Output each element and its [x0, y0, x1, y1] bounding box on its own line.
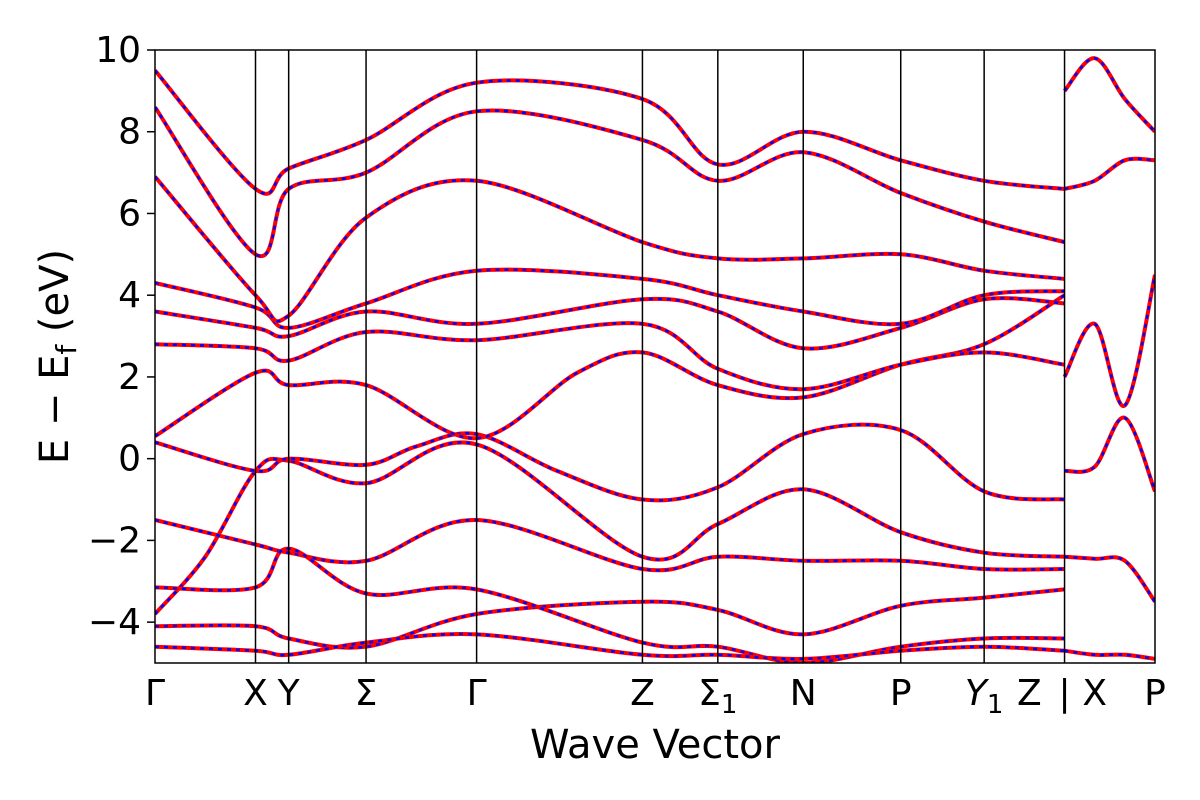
band-line-overlay — [155, 106, 1065, 258]
y-tick-label: 2 — [118, 357, 141, 398]
y-ticks: 10 8 6 4 2 0 −2 −4 — [88, 30, 155, 643]
y-tick-label: 6 — [118, 193, 141, 234]
x-tick-label: Γ — [145, 673, 165, 714]
x-tick-label: Y — [277, 673, 301, 714]
y-axis-title-unit: (eV) — [32, 249, 78, 345]
band-line — [155, 175, 1065, 324]
band-line-overlay — [155, 547, 1065, 663]
band-line — [1064, 415, 1155, 493]
band-line-overlay — [1064, 555, 1155, 603]
y-tick-label: −2 — [88, 520, 141, 561]
band-line — [155, 440, 1065, 616]
band-line — [1064, 156, 1155, 191]
band-line — [1062, 274, 1155, 408]
x-tick-label: Z — [1017, 673, 1042, 714]
x-tick-label: P — [1144, 673, 1166, 714]
y-axis-title-main: E − E — [32, 355, 78, 465]
band-line-overlay — [1063, 274, 1155, 407]
band-line-overlay — [155, 423, 1065, 502]
band-line-overlay — [1064, 649, 1155, 661]
x-tick-label: N — [790, 673, 817, 714]
y-tick-label: 4 — [118, 275, 141, 316]
y-tick-label: −4 — [88, 602, 141, 643]
band-line-overlay — [155, 296, 1065, 350]
y-axis-title: E − Ef (eV) — [32, 249, 83, 464]
band-line-overlay — [155, 175, 1065, 323]
x-tick-label: | — [1058, 673, 1070, 714]
band-line-overlay — [155, 268, 1065, 330]
band-line — [155, 106, 1065, 259]
x-tick-label: X — [1082, 673, 1107, 714]
bands-layer — [155, 56, 1155, 663]
x-tick-label: X — [243, 673, 268, 714]
band-line — [155, 546, 1065, 663]
band-line-overlay — [155, 69, 1065, 196]
y-tick-label: 10 — [95, 30, 141, 71]
band-line-overlay — [155, 441, 1065, 615]
y-tick-label: 8 — [118, 112, 141, 153]
band-line-overlay — [155, 632, 1065, 661]
kpoint-lines — [254, 50, 1066, 663]
band-line — [155, 587, 1065, 650]
band-line-overlay — [1064, 157, 1155, 191]
x-tick-label: Y1 — [965, 673, 1004, 720]
x-tick-label: Σ1 — [698, 673, 737, 720]
y-axis-title-sub: f — [50, 344, 83, 355]
band-line — [1062, 56, 1155, 134]
band-line-overlay — [1064, 416, 1155, 492]
x-tick-label: Γ — [467, 673, 487, 714]
x-tick-label: Z — [630, 673, 655, 714]
band-line-overlay — [155, 588, 1065, 649]
band-line — [1064, 554, 1155, 603]
band-line — [155, 517, 1065, 573]
plot-frame — [154, 49, 1156, 664]
x-tick-label: P — [890, 673, 912, 714]
x-tick-label: Σ — [355, 673, 378, 714]
x-ticks: Γ X Y Σ Γ Z Σ1 N P Y1 Z | X P — [145, 673, 1166, 720]
y-tick-label: 0 — [118, 439, 141, 480]
x-axis-title: Wave Vector — [530, 722, 781, 768]
